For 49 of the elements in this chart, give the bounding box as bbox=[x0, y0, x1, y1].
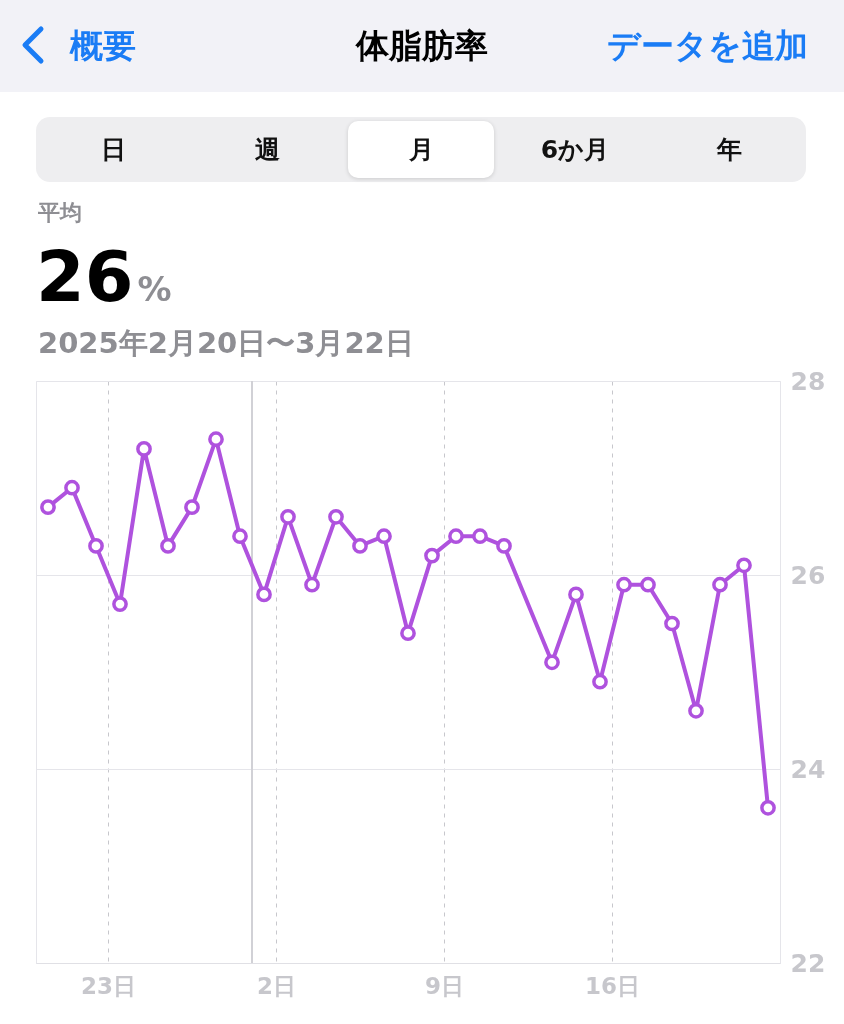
point bbox=[424, 547, 440, 564]
point bbox=[400, 625, 416, 642]
text: 6か月 bbox=[539, 134, 611, 166]
point bbox=[232, 528, 248, 545]
point bbox=[328, 508, 344, 525]
chart-subtitle: 2025年2月20日〜3月22日 bbox=[38, 325, 414, 362]
point bbox=[136, 441, 152, 457]
y-tick-label: 22 bbox=[790, 948, 826, 978]
point bbox=[760, 799, 776, 816]
text: 週 bbox=[253, 134, 281, 166]
text: 日 bbox=[99, 134, 127, 166]
chart-title: 体脂肪率 bbox=[356, 26, 488, 65]
point bbox=[472, 528, 488, 545]
point bbox=[664, 615, 680, 632]
point bbox=[712, 576, 728, 593]
text: 26% bbox=[36, 236, 172, 318]
point bbox=[184, 499, 200, 515]
text: 年 bbox=[715, 134, 743, 166]
point bbox=[256, 586, 272, 603]
point bbox=[688, 702, 704, 719]
point bbox=[208, 431, 224, 448]
point bbox=[64, 479, 80, 496]
point bbox=[568, 586, 584, 603]
point bbox=[352, 538, 368, 554]
point bbox=[112, 596, 128, 612]
y-tick-label: 24 bbox=[790, 754, 826, 784]
point bbox=[376, 528, 392, 545]
y-tick-label: 26 bbox=[790, 560, 826, 590]
point bbox=[88, 538, 104, 554]
x-tick-label: 16日 bbox=[584, 972, 641, 999]
point bbox=[736, 557, 752, 574]
point bbox=[304, 576, 320, 593]
text: データを追加 bbox=[607, 25, 808, 67]
point bbox=[616, 576, 632, 593]
text: 月 bbox=[348, 121, 494, 178]
text: 平均 bbox=[38, 199, 82, 227]
y-tick-label: 28 bbox=[790, 366, 826, 396]
point bbox=[40, 499, 56, 515]
x-tick-label: 9日 bbox=[424, 972, 465, 999]
x-tick-label: 23日 bbox=[80, 972, 137, 999]
point bbox=[592, 673, 608, 690]
point bbox=[160, 538, 176, 554]
point bbox=[496, 538, 512, 554]
point bbox=[448, 528, 464, 545]
point bbox=[640, 576, 656, 593]
point bbox=[544, 654, 560, 671]
point bbox=[280, 508, 296, 525]
text: 概要 bbox=[70, 25, 136, 67]
x-tick-label: 2日 bbox=[256, 972, 297, 999]
